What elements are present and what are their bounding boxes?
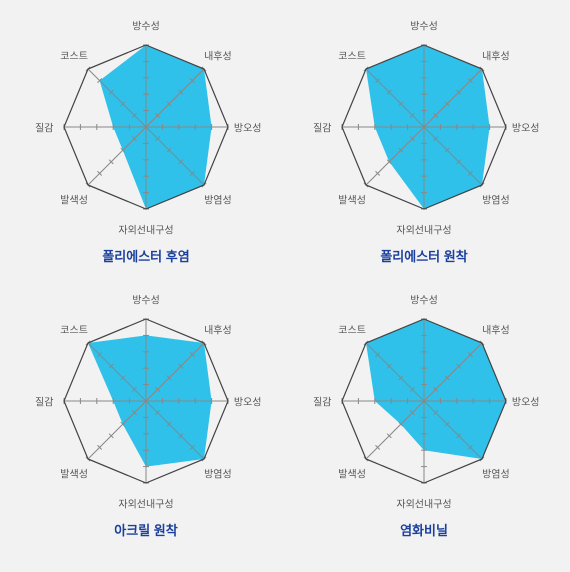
chart-title-0: 폴리에스터 후염 — [102, 246, 189, 265]
radar-grid: 방수성내후성방오성방염성자외선내구성발색성질감코스트 폴리에스터 후염 방수성내… — [0, 0, 570, 572]
chart-wrap-3: 방수성내후성방오성방염성자외선내구성발색성질감코스트 — [309, 286, 539, 516]
chart-cell-1: 방수성내후성방오성방염성자외선내구성발색성질감코스트 폴리에스터 원착 — [288, 12, 560, 278]
chart-title-1: 폴리에스터 원착 — [380, 246, 467, 265]
radar-chart — [31, 12, 261, 242]
chart-cell-3: 방수성내후성방오성방염성자외선내구성발색성질감코스트 염화비닐 — [288, 286, 560, 552]
chart-wrap-0: 방수성내후성방오성방염성자외선내구성발색성질감코스트 — [31, 12, 261, 242]
radar-chart — [309, 286, 539, 516]
chart-cell-2: 방수성내후성방오성방염성자외선내구성발색성질감코스트 아크릴 원착 — [10, 286, 282, 552]
chart-title-3: 염화비닐 — [400, 520, 448, 539]
chart-wrap-1: 방수성내후성방오성방염성자외선내구성발색성질감코스트 — [309, 12, 539, 242]
radar-chart — [31, 286, 261, 516]
chart-wrap-2: 방수성내후성방오성방염성자외선내구성발색성질감코스트 — [31, 286, 261, 516]
chart-cell-0: 방수성내후성방오성방염성자외선내구성발색성질감코스트 폴리에스터 후염 — [10, 12, 282, 278]
chart-title-2: 아크릴 원착 — [114, 520, 177, 539]
radar-chart — [309, 12, 539, 242]
